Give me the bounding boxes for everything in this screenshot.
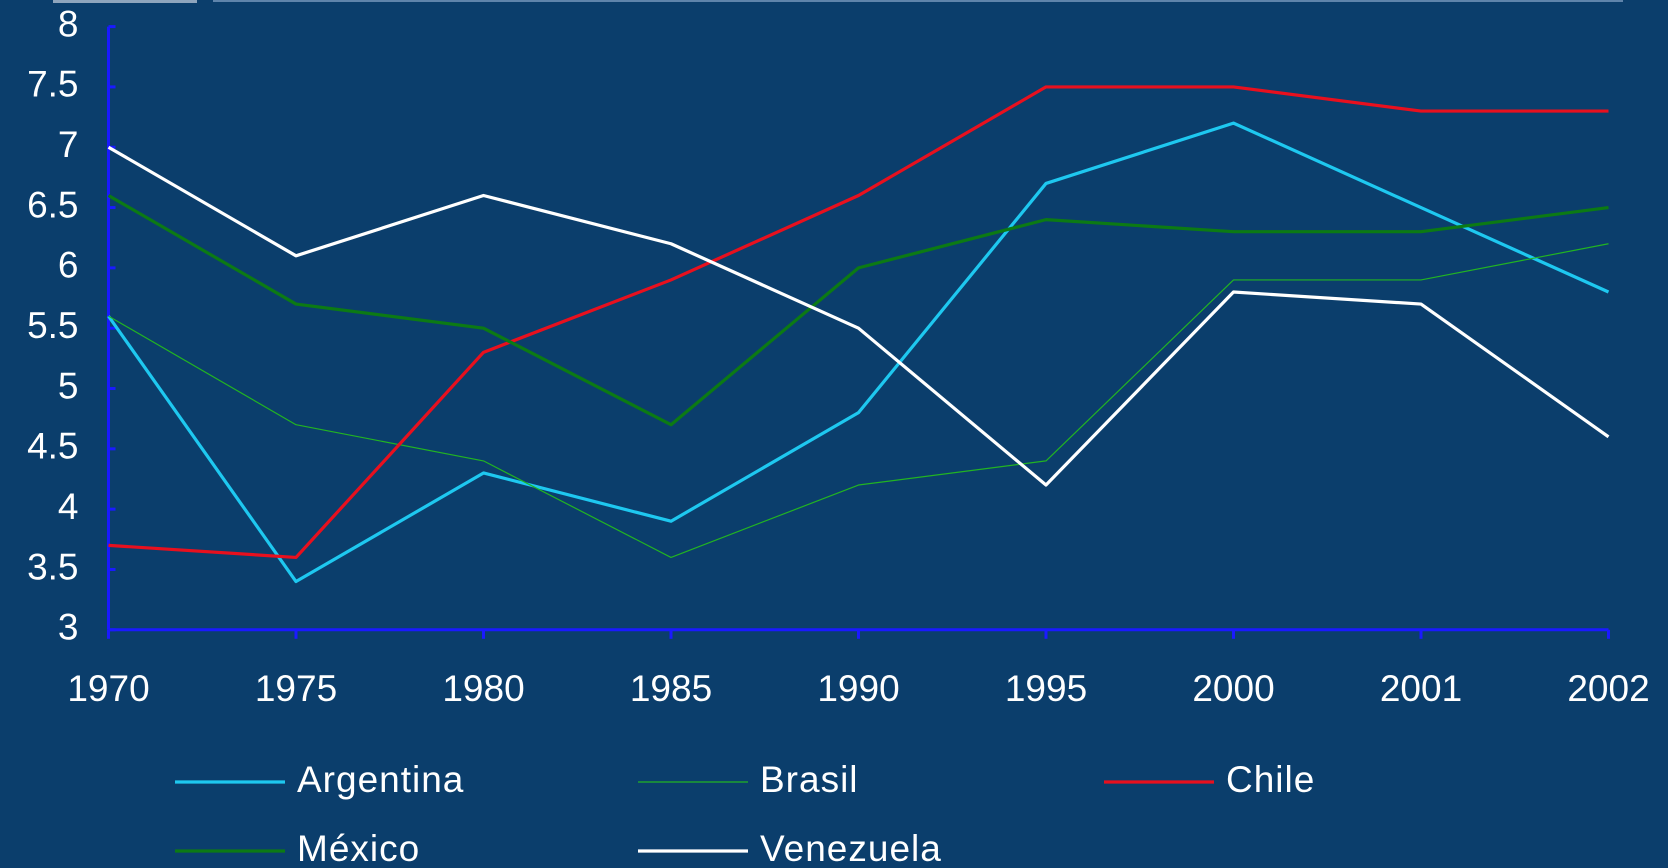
legend-label: Chile	[1226, 759, 1315, 800]
x-tick-label: 1990	[817, 668, 899, 709]
y-tick-label: 5	[58, 365, 79, 406]
x-tick-label: 1970	[67, 668, 149, 709]
y-tick-label: 5.5	[27, 305, 78, 346]
series-line	[108, 85, 1609, 560]
x-tick-label: 2000	[1192, 668, 1274, 709]
x-tick-label: 1985	[630, 668, 712, 709]
y-tick-label: 7	[58, 124, 79, 165]
top-strip	[213, 0, 1623, 2]
y-tick-label: 8	[58, 3, 79, 44]
y-tick-label: 4	[58, 486, 79, 527]
x-tick-label: 2002	[1567, 668, 1649, 709]
top-tab	[53, 0, 197, 3]
y-tick-label: 4.5	[27, 426, 78, 467]
y-tick-label: 6.5	[27, 184, 78, 225]
x-tick-label: 1995	[1005, 668, 1087, 709]
legend-label: México	[297, 828, 420, 868]
x-tick-label: 1975	[255, 668, 337, 709]
legend-label: Brasil	[760, 759, 859, 800]
x-tick-label: 1980	[442, 668, 524, 709]
y-tick-label: 3	[58, 607, 79, 648]
y-tick-label: 3.5	[27, 546, 78, 587]
y-tick-label: 6	[58, 245, 79, 286]
series-line	[108, 243, 1609, 559]
series-line	[107, 121, 1610, 584]
series-line	[107, 145, 1610, 487]
legend-label: Argentina	[297, 759, 464, 800]
series-line	[107, 194, 1609, 427]
x-tick-label: 2001	[1380, 668, 1462, 709]
legend-label: Venezuela	[760, 828, 942, 868]
y-tick-label: 7.5	[27, 64, 78, 105]
